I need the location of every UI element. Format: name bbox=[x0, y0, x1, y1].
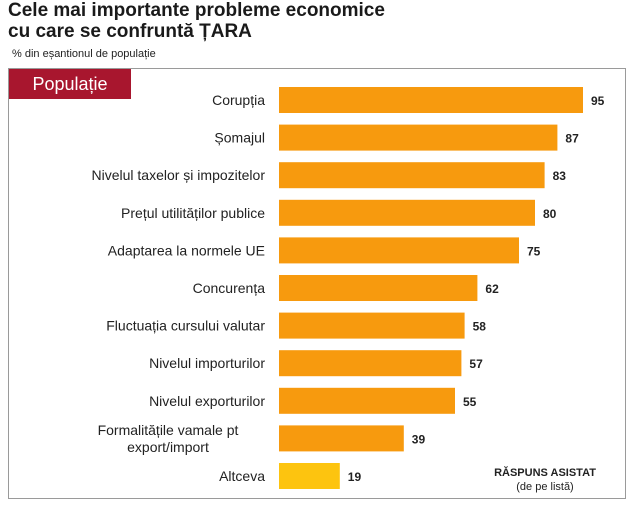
bar-6 bbox=[279, 312, 465, 339]
category-label-9: Formalitățile vamale pt export/import bbox=[98, 422, 239, 455]
note-line-1: RĂSPUNS ASISTAT bbox=[494, 467, 596, 479]
category-label-1: Șomajul bbox=[214, 130, 265, 146]
bar-8 bbox=[279, 387, 455, 414]
value-label-7: 57 bbox=[469, 357, 483, 371]
category-label-5: Concurența bbox=[193, 280, 266, 296]
value-label-2: 83 bbox=[553, 169, 567, 183]
bar-2 bbox=[279, 162, 545, 189]
bar-10 bbox=[279, 463, 340, 489]
note-line-2: (de pe listă) bbox=[516, 481, 574, 493]
category-label-6: Fluctuația cursului valutar bbox=[106, 318, 265, 334]
chart-subtitle: % din eșantionul de populație bbox=[12, 48, 156, 60]
bar-3 bbox=[279, 199, 535, 226]
value-label-8: 55 bbox=[463, 395, 477, 409]
category-label-8: Nivelul exporturilor bbox=[149, 393, 265, 409]
category-label-4: Adaptarea la normele UE bbox=[108, 242, 265, 258]
bar-9 bbox=[279, 425, 404, 452]
response-note: RĂSPUNS ASISTAT (de pe listă) bbox=[470, 466, 620, 494]
value-label-3: 80 bbox=[543, 207, 557, 221]
value-label-0: 95 bbox=[591, 94, 605, 108]
title-line-2: cu care se confruntă ȚARA bbox=[8, 21, 252, 42]
value-label-5: 62 bbox=[485, 282, 499, 296]
category-label-0: Corupția bbox=[212, 92, 265, 108]
value-label-10: 19 bbox=[348, 470, 362, 484]
population-badge: Populație bbox=[9, 69, 131, 99]
bar-1 bbox=[279, 124, 558, 151]
bar-0 bbox=[279, 87, 583, 113]
value-label-4: 75 bbox=[527, 244, 541, 258]
category-label-10: Altceva bbox=[219, 468, 265, 484]
value-label-6: 58 bbox=[473, 320, 487, 334]
category-label-7: Nivelul importurilor bbox=[149, 355, 265, 371]
bar-4 bbox=[279, 237, 519, 264]
title-line-1: Cele mai importante probleme economice bbox=[8, 0, 385, 21]
chart-title: Cele mai importante probleme economice c… bbox=[8, 0, 618, 42]
category-label-3: Prețul utilităților publice bbox=[121, 205, 265, 221]
value-label-1: 87 bbox=[565, 132, 579, 146]
category-label-2: Nivelul taxelor și impozitelor bbox=[91, 167, 265, 183]
value-label-9: 39 bbox=[412, 432, 426, 446]
bar-5 bbox=[279, 275, 478, 301]
bar-7 bbox=[279, 350, 462, 377]
